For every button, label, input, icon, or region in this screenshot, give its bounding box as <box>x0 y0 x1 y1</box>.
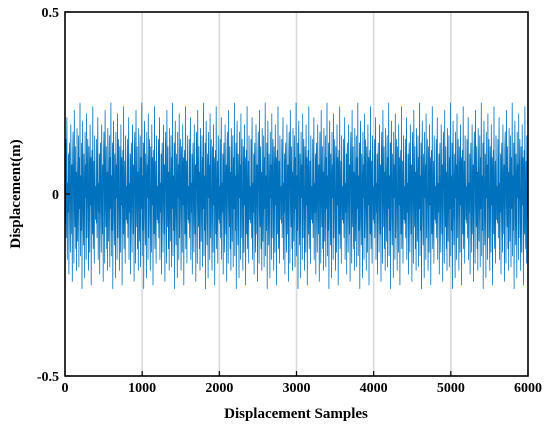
y-tick-label: 0.5 <box>42 6 60 21</box>
y-tick-label: 0 <box>52 188 59 203</box>
x-tick-label: 6000 <box>514 381 542 396</box>
x-tick-label: 4000 <box>360 381 388 396</box>
x-tick-label: 5000 <box>437 381 465 396</box>
x-tick-label: 2000 <box>205 381 233 396</box>
series-line <box>64 102 529 289</box>
x-tick-label: 3000 <box>283 381 311 396</box>
x-tick-label: 0 <box>62 381 69 396</box>
x-axis-ticks: 0 1000 2000 3000 4000 5000 6000 <box>62 371 542 396</box>
x-axis-label: Displacement Samples <box>224 406 368 422</box>
x-tick-label: 1000 <box>128 381 156 396</box>
y-tick-label: -0.5 <box>37 370 59 385</box>
y-axis-ticks: -0.5 0 0.5 <box>37 6 70 385</box>
y-axis-label: Displacement(m) <box>8 139 24 248</box>
